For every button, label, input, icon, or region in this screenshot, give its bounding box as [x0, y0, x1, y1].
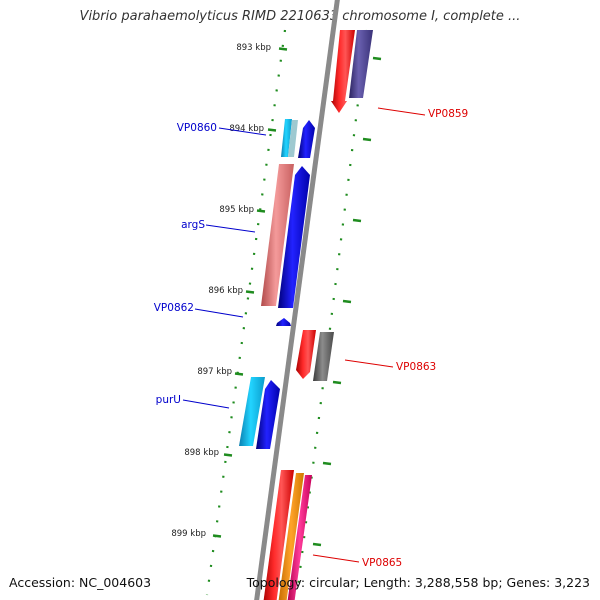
chromosome-backbone: [254, 0, 340, 600]
tick-label-893: 893 kbp: [236, 43, 271, 53]
gene-purU[interactable]: [239, 377, 265, 446]
tick-label-896: 896 kbp: [208, 286, 243, 296]
gene-vp0859[interactable]: [331, 30, 355, 113]
outer-major-ticks: [312, 56, 382, 547]
gene-purple[interactable]: [349, 30, 373, 98]
leader-vp0863: [344, 359, 394, 368]
label-vp0860[interactable]: VP0860: [177, 122, 217, 134]
gene-args-blue[interactable]: [278, 166, 310, 308]
label-args[interactable]: argS: [181, 219, 205, 231]
tick-label-894: 894 kbp: [229, 124, 264, 134]
tick-label-899: 899 kbp: [171, 529, 206, 539]
gene-vp0860-gray[interactable]: [288, 120, 298, 157]
label-vp0865[interactable]: VP0865: [362, 557, 402, 569]
major-ticks: [212, 47, 288, 538]
label-vp0859[interactable]: VP0859: [428, 108, 468, 120]
leader-vp0860: [218, 127, 267, 136]
gene-vp0862[interactable]: [276, 318, 291, 326]
leader-args: [205, 224, 256, 233]
map-title: Vibrio parahaemolyticus RIMD 2210633 chr…: [79, 9, 521, 24]
gene-args[interactable]: [261, 164, 294, 306]
label-vp0863[interactable]: VP0863: [396, 361, 436, 373]
accession-text: Accession: NC_004603: [9, 575, 152, 590]
gene-vp0860-blue[interactable]: [298, 120, 315, 158]
gene-vp0863[interactable]: [296, 330, 316, 379]
gene-vp0865[interactable]: [263, 470, 294, 600]
inner-tick-track: [205, 29, 287, 596]
tick-label-897: 897 kbp: [197, 367, 232, 377]
genome-summary: Topology: circular; Length: 3,288,558 bp…: [246, 575, 590, 590]
gene-vp0860[interactable]: [281, 119, 292, 157]
label-purU[interactable]: purU: [156, 394, 181, 406]
leader-vp0859: [377, 107, 426, 116]
gene-orange[interactable]: [278, 473, 304, 600]
leader-purU: [182, 399, 230, 409]
outer-tick-track: [295, 29, 369, 596]
gene-purU-blue[interactable]: [256, 380, 280, 449]
tick-label-895: 895 kbp: [219, 205, 254, 215]
leader-vp0862: [194, 308, 244, 318]
label-vp0862[interactable]: VP0862: [154, 302, 194, 314]
gene-vp0863-neighbor[interactable]: [313, 332, 334, 381]
gene-pink[interactable]: [287, 475, 312, 600]
tick-label-898: 898 kbp: [184, 448, 219, 458]
leader-vp0865: [312, 554, 360, 563]
